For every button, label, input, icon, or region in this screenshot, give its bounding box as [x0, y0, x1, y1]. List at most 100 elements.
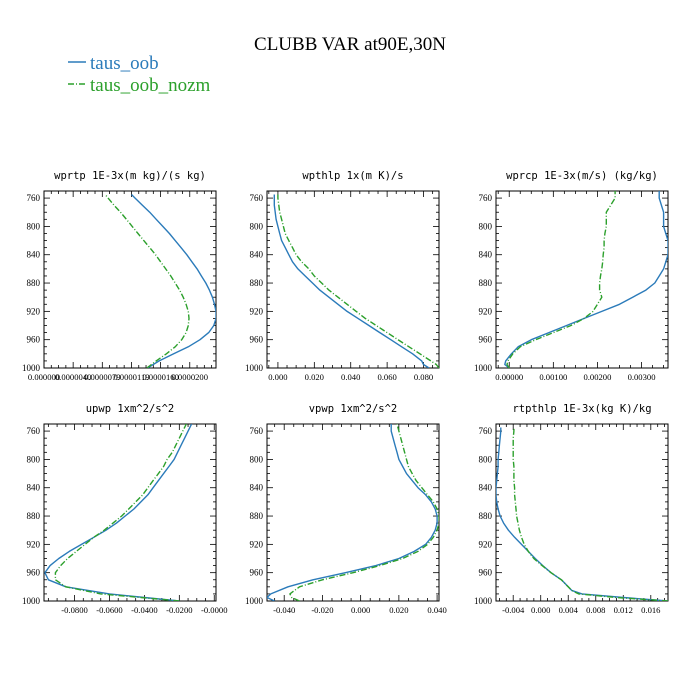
panel-3: wprcp 1E-3x(m/s) (kg/kg) 760 800 840 880 920 9… — [474, 170, 669, 382]
series-line-taus-oob-nozm — [54, 424, 187, 601]
y-tick-label: 800 — [27, 221, 41, 231]
panels: wprtp 1E-3x(m kg)/(s kg) 760 800 840 880 920 9… — [22, 170, 669, 615]
y-tick-label: 1000 — [474, 596, 493, 606]
panel-1: wprtp 1E-3x(m kg)/(s kg) 760 800 840 880 920 9… — [22, 170, 217, 382]
series-line-taus-oob-nozm — [506, 191, 616, 368]
x-tick-label: 0.040 — [341, 372, 360, 382]
y-tick-label: 1000 — [245, 596, 264, 606]
plot-frame — [266, 190, 440, 369]
x-tick-label: -0.0800 — [61, 605, 88, 615]
x-tick-label: 0.00300 — [628, 372, 656, 382]
y-tick-label: 880 — [27, 511, 41, 521]
plot-frame — [495, 190, 669, 369]
x-tick-label: 0.0000079 — [84, 372, 121, 382]
legend: taus_oob taus_oob_nozm — [68, 53, 211, 96]
x-tick-label: 0.016 — [641, 605, 661, 615]
x-tick-label: -0.020 — [311, 605, 333, 615]
x-tick-label: 0.060 — [377, 372, 396, 382]
y-tick-label: 920 — [250, 306, 264, 316]
y-tick-label: 800 — [479, 454, 493, 464]
panel-title: wpthlp 1x(m K)/s — [302, 170, 403, 182]
series-line-taus-oob-nozm — [277, 194, 439, 368]
y-tick-label: 840 — [479, 250, 493, 260]
y-tick-label: 760 — [27, 426, 41, 436]
y-tick-label: 840 — [27, 250, 41, 260]
x-tick-label: 0.00200 — [583, 372, 611, 382]
series-group — [504, 191, 668, 368]
series-line-taus-oob — [131, 194, 216, 368]
y-tick-label: 960 — [27, 335, 41, 345]
y-tick-label: 920 — [27, 539, 41, 549]
x-tick-label: 0.000 — [268, 372, 287, 382]
y-tick-label: 960 — [479, 568, 493, 578]
y-tick-label: 800 — [27, 454, 41, 464]
x-tick-label: 0.008 — [586, 605, 605, 615]
x-tick-label: 0.00100 — [539, 372, 567, 382]
y-tick-label: 840 — [479, 483, 493, 493]
x-tick-label: -0.004 — [502, 605, 525, 615]
x-tick-label: 0.000 — [531, 605, 550, 615]
y-tick-label: 760 — [27, 193, 41, 203]
y-tick-label: 920 — [250, 539, 264, 549]
y-tick-label: 1000 — [22, 363, 41, 373]
y-tick-label: 880 — [27, 278, 41, 288]
series-line-taus-oob-nozm — [104, 194, 190, 368]
y-tick-label: 840 — [27, 483, 41, 493]
x-tick-label: 0.000 — [351, 605, 370, 615]
y-tick-label: 960 — [250, 335, 264, 345]
x-tick-label: 0.0000119 — [113, 372, 149, 382]
y-tick-label: 760 — [479, 426, 493, 436]
y-tick-label: 920 — [27, 306, 41, 316]
y-tick-label: 1000 — [474, 363, 493, 373]
y-tick-label: 760 — [479, 193, 493, 203]
panel-title: wprcp 1E-3x(m/s) (kg/kg) — [506, 170, 658, 182]
series-line-taus-oob — [44, 424, 193, 601]
y-tick-label: 760 — [250, 193, 264, 203]
series-group — [104, 194, 216, 368]
plot-frame — [495, 423, 669, 602]
x-tick-label: -0.0600 — [96, 605, 123, 615]
y-tick-label: 1000 — [245, 363, 264, 373]
panel-title: wprtp 1E-3x(m kg)/(s kg) — [54, 170, 206, 182]
y-tick-label: 920 — [479, 539, 493, 549]
series-group — [44, 424, 193, 601]
legend-label-taus-oob: taus_oob — [90, 53, 159, 74]
panel-4: upwp 1xm^2/s^2 760 800 840 880 920 960 1000 -0.0… — [22, 403, 228, 615]
series-line-taus-oob — [504, 191, 668, 368]
x-tick-label: 0.020 — [389, 605, 408, 615]
x-tick-label: 0.000000 — [28, 372, 60, 382]
y-tick-label: 1000 — [22, 596, 41, 606]
y-tick-label: 960 — [250, 568, 264, 578]
panel-6: rtpthlp 1E-3x(kg K)/kg 760 800 840 880 920 960… — [474, 403, 669, 615]
series-line-taus-oob — [273, 194, 430, 368]
x-tick-label: -0.0400 — [131, 605, 158, 615]
series-line-taus-oob — [496, 427, 668, 601]
y-tick-label: 840 — [250, 250, 264, 260]
y-tick-label: 880 — [250, 511, 264, 521]
y-tick-label: 800 — [250, 221, 264, 231]
panel-title: rtpthlp 1E-3x(kg K)/kg — [512, 403, 651, 415]
series-group — [273, 194, 439, 368]
series-line-taus-oob-nozm — [512, 427, 668, 601]
y-tick-label: 880 — [250, 278, 264, 288]
legend-label-taus-oob-nozm: taus_oob_nozm — [90, 75, 211, 96]
x-tick-label: 0.0000200 — [171, 372, 208, 382]
y-tick-label: 880 — [479, 278, 493, 288]
plot-frame — [43, 423, 217, 602]
series-line-taus-oob — [267, 424, 438, 601]
panel-5: vpwp 1xm^2/s^2 760 800 840 880 920 960 1000 -0.0… — [245, 403, 447, 615]
y-tick-label: 960 — [479, 335, 493, 345]
x-tick-label: 0.080 — [414, 372, 433, 382]
series-line-taus-oob-nozm — [289, 424, 439, 601]
x-tick-label: 0.040 — [427, 605, 446, 615]
panel-title: upwp 1xm^2/s^2 — [86, 403, 175, 415]
y-tick-label: 880 — [479, 511, 493, 521]
series-group — [496, 427, 668, 601]
y-tick-label: 920 — [479, 306, 493, 316]
x-tick-label: -0.0000 — [201, 605, 228, 615]
x-tick-label: -0.0200 — [166, 605, 193, 615]
y-tick-label: 800 — [250, 454, 264, 464]
plot-frame — [266, 423, 440, 602]
panel-2: wpthlp 1x(m K)/s 760 800 840 880 920 960 1000 0.… — [245, 170, 440, 382]
